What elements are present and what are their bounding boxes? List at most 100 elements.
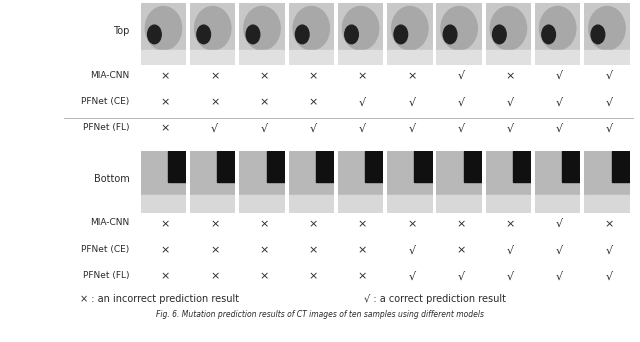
Text: √: √ [605,272,612,281]
Text: √: √ [408,97,415,107]
Text: ×: × [308,71,318,81]
Text: ×: × [259,245,269,255]
Text: ×: × [259,219,269,229]
Text: ×: × [210,97,220,107]
Bar [535,195,580,213]
Text: √: √ [605,124,612,134]
Ellipse shape [589,6,625,50]
Text: ×: × [161,97,170,107]
Text: ×: × [161,245,170,255]
Text: MIA-CNN: MIA-CNN [90,219,129,227]
Bar [535,50,580,65]
Bar [415,151,433,182]
Bar [486,50,531,65]
Text: √: √ [556,97,563,107]
Text: √: √ [605,245,612,255]
Bar [464,151,482,182]
Text: ×: × [407,71,417,81]
Bar [316,151,334,182]
Ellipse shape [342,6,379,50]
Ellipse shape [591,25,605,44]
Ellipse shape [540,6,576,50]
Bar [513,151,531,182]
Text: √: √ [556,219,563,229]
Ellipse shape [392,6,428,50]
Text: √: √ [458,97,465,107]
Bar [563,151,580,182]
Text: × : an incorrect prediction result: × : an incorrect prediction result [81,294,239,304]
Bar [584,50,630,65]
Text: PFNet (FL): PFNet (FL) [83,123,129,132]
Ellipse shape [145,6,182,50]
Text: ×: × [358,71,367,81]
Ellipse shape [195,6,231,50]
Text: √: √ [260,124,268,134]
Bar [190,195,236,213]
Ellipse shape [293,6,330,50]
Text: √: √ [458,124,465,134]
Text: √: √ [556,71,563,81]
Bar [365,151,383,182]
Text: √: √ [556,272,563,281]
Text: √: √ [408,124,415,134]
Text: √: √ [408,245,415,255]
Text: √ : a correct prediction result: √ : a correct prediction result [364,294,506,304]
Text: ×: × [161,272,170,281]
Bar [141,50,186,65]
Bar [141,195,186,213]
Text: ×: × [259,71,269,81]
Text: Fig. 6. Mutation prediction results of CT images of ten samples using different : Fig. 6. Mutation prediction results of C… [156,310,484,319]
Text: ×: × [210,272,220,281]
Text: √: √ [507,245,514,255]
Text: ×: × [456,245,466,255]
Text: ×: × [161,124,170,134]
Bar [267,151,285,182]
Text: √: √ [359,97,366,107]
Text: ×: × [308,97,318,107]
Text: ×: × [308,245,318,255]
Text: ×: × [456,219,466,229]
Text: ×: × [259,97,269,107]
Text: ×: × [604,219,614,229]
Text: √: √ [310,124,317,134]
Text: ×: × [308,272,318,281]
Ellipse shape [246,25,260,44]
Ellipse shape [244,6,280,50]
Text: √: √ [408,272,415,281]
Bar [338,50,383,65]
Ellipse shape [345,25,358,44]
Bar [387,50,433,65]
Text: ×: × [210,71,220,81]
Bar [584,195,630,213]
Bar [168,151,186,182]
Ellipse shape [296,25,309,44]
Text: ×: × [358,219,367,229]
Text: Top: Top [113,26,129,36]
Text: ×: × [506,219,515,229]
Ellipse shape [493,25,506,44]
Bar [612,151,630,182]
Bar [387,195,433,213]
Bar [289,50,334,65]
Text: √: √ [507,124,514,134]
Bar [436,195,482,213]
Text: √: √ [605,71,612,81]
Ellipse shape [394,25,408,44]
Text: MIA-CNN: MIA-CNN [90,70,129,80]
Text: ×: × [506,71,515,81]
Text: Bottom: Bottom [93,174,129,184]
Text: √: √ [507,272,514,281]
Text: PFNet (CE): PFNet (CE) [81,245,129,254]
Text: √: √ [556,124,563,134]
Text: √: √ [458,272,465,281]
Text: √: √ [507,97,514,107]
Text: √: √ [458,71,465,81]
Text: ×: × [407,219,417,229]
Ellipse shape [542,25,556,44]
Ellipse shape [197,25,211,44]
Text: ×: × [210,245,220,255]
Ellipse shape [444,25,457,44]
Text: PFNet (FL): PFNet (FL) [83,271,129,280]
Text: ×: × [161,219,170,229]
Bar [218,151,236,182]
